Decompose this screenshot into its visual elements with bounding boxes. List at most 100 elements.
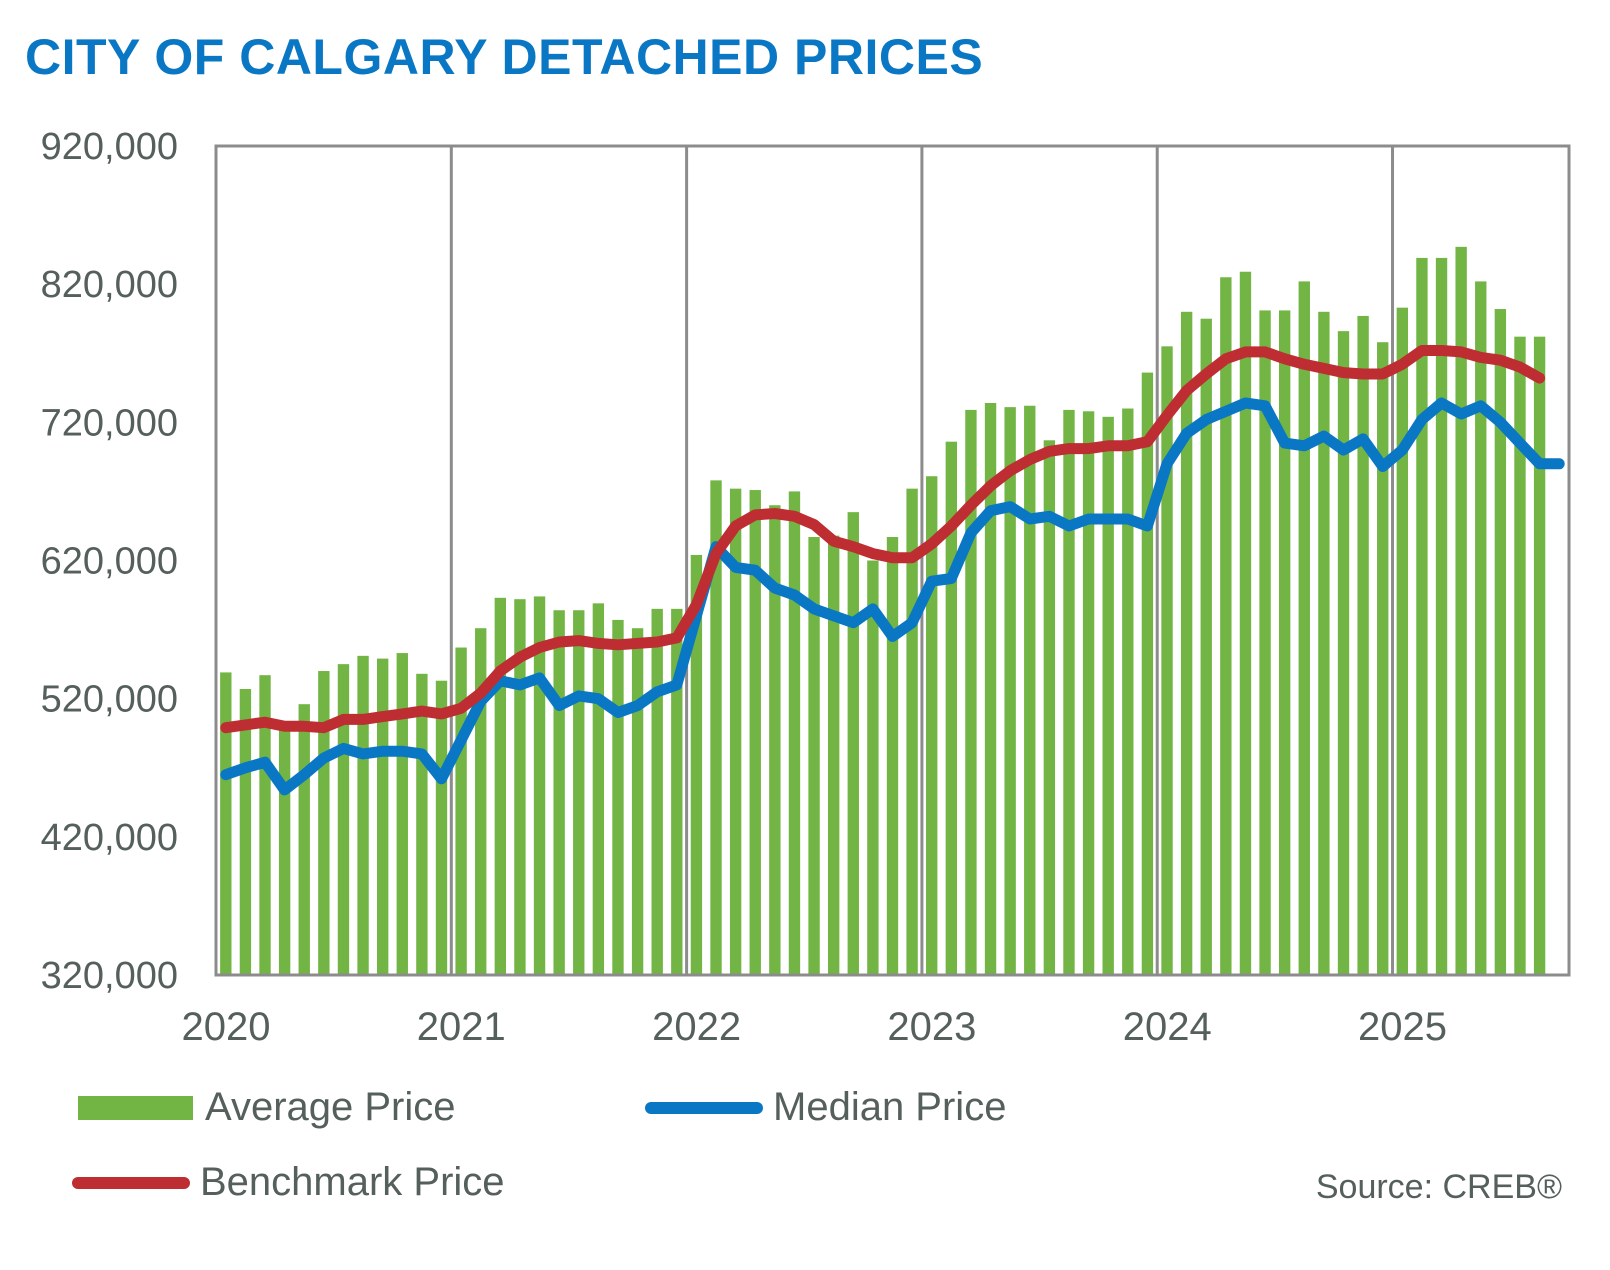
y-tick-label: 620,000 bbox=[41, 541, 178, 583]
average-price-bar bbox=[729, 488, 742, 975]
average-price-bar bbox=[573, 610, 585, 975]
average-price-bar bbox=[1416, 257, 1428, 975]
average-price-bar bbox=[749, 490, 761, 975]
x-tick-label: 2021 bbox=[417, 1005, 506, 1049]
average-price-bar bbox=[631, 628, 644, 975]
average-price-bar bbox=[1102, 416, 1114, 975]
average-price-bar bbox=[298, 704, 310, 975]
average-price-bar bbox=[1298, 281, 1310, 975]
average-price-bar bbox=[239, 689, 252, 975]
legend-benchmark-label: Benchmark Price bbox=[200, 1160, 505, 1204]
chart-title: CITY OF CALGARY DETACHED PRICES bbox=[25, 29, 984, 85]
average-price-bar bbox=[396, 653, 408, 975]
y-tick-label: 920,000 bbox=[41, 126, 178, 168]
average-price-bar bbox=[1278, 310, 1291, 975]
x-tick-label: 2023 bbox=[887, 1005, 976, 1049]
average-price-bar bbox=[376, 658, 389, 975]
x-axis-labels: 2020 2021 2022 2023 2024 2025 bbox=[182, 1005, 1448, 1049]
average-price-bar bbox=[416, 673, 428, 975]
average-price-bar bbox=[867, 560, 879, 975]
y-axis-labels: 920,000 820,000 720,000 620,000 520,000 420,0… bbox=[41, 126, 178, 997]
average-price-bar bbox=[1337, 331, 1350, 975]
average-price-bar bbox=[1357, 315, 1369, 975]
average-price-bar bbox=[494, 597, 507, 975]
source-note: Source: CREB® bbox=[1315, 1168, 1562, 1206]
average-price-bar bbox=[965, 409, 977, 975]
x-tick-label: 2025 bbox=[1358, 1005, 1447, 1049]
y-tick-label: 820,000 bbox=[41, 264, 178, 306]
average-price-bar bbox=[1043, 440, 1056, 975]
average-price-bar bbox=[769, 505, 781, 975]
average-price-bar bbox=[1161, 346, 1173, 976]
x-tick-label: 2022 bbox=[652, 1005, 741, 1049]
average-price-bar bbox=[1533, 336, 1546, 975]
average-price-bar bbox=[1082, 411, 1095, 975]
average-price-bar bbox=[1318, 311, 1330, 975]
average-price-bar bbox=[337, 664, 350, 976]
benchmark-price-line bbox=[220, 345, 1546, 734]
average-price-bar bbox=[1259, 310, 1271, 975]
average-price-bar bbox=[1514, 336, 1526, 975]
average-price-bar bbox=[592, 603, 605, 975]
average-price-bar bbox=[808, 537, 820, 975]
y-tick-label: 520,000 bbox=[41, 679, 178, 721]
average-price-bar bbox=[533, 596, 546, 975]
average-price-bar bbox=[1494, 309, 1507, 975]
average-price-bar bbox=[1180, 311, 1193, 975]
average-price-bar bbox=[1220, 277, 1232, 975]
average-price-bar bbox=[514, 599, 526, 975]
average-price-bar bbox=[651, 608, 663, 975]
average-price-bar bbox=[926, 476, 938, 975]
average-price-bar bbox=[1141, 372, 1154, 976]
average-price-bar bbox=[1200, 318, 1212, 976]
average-price-bar bbox=[435, 680, 448, 975]
average-price-bar bbox=[984, 402, 997, 975]
y-tick-label: 420,000 bbox=[41, 817, 178, 859]
average-price-bar bbox=[690, 554, 703, 975]
average-price-bar bbox=[278, 724, 291, 975]
average-price-bar bbox=[847, 512, 859, 975]
legend-average-label: Average Price bbox=[205, 1085, 456, 1129]
average-price-bar bbox=[1122, 408, 1134, 975]
average-price-bar bbox=[1396, 307, 1409, 975]
x-tick-label: 2020 bbox=[182, 1005, 271, 1049]
average-price-bar bbox=[475, 628, 487, 975]
legend-median-label: Median Price bbox=[773, 1085, 1007, 1129]
price-lines bbox=[220, 345, 1565, 796]
average-price-bar bbox=[553, 610, 565, 975]
legend-median: Median Price bbox=[645, 1085, 1006, 1130]
average-price-bars bbox=[220, 246, 1546, 976]
average-price-bar bbox=[259, 675, 271, 975]
average-price-bar bbox=[1475, 281, 1487, 975]
plot-frame bbox=[214, 144, 1571, 977]
average-price-bar bbox=[827, 535, 840, 975]
average-price-bar bbox=[1024, 405, 1036, 975]
y-tick-label: 720,000 bbox=[41, 402, 178, 444]
average-price-bar bbox=[1004, 407, 1016, 975]
x-tick-label: 2024 bbox=[1123, 1005, 1212, 1049]
average-price-bar bbox=[1435, 257, 1448, 975]
average-price-bar bbox=[886, 537, 899, 975]
average-price-bar bbox=[788, 491, 801, 975]
average-price-bar bbox=[318, 671, 330, 975]
average-price-bar bbox=[1063, 409, 1075, 975]
average-price-bar bbox=[945, 441, 958, 975]
average-price-bar bbox=[906, 488, 918, 975]
average-price-bar bbox=[357, 655, 369, 975]
legend-average: Average Price bbox=[78, 1085, 456, 1130]
median-price-line bbox=[220, 397, 1565, 796]
average-price-bar bbox=[710, 480, 722, 975]
y-tick-label: 320,000 bbox=[41, 955, 178, 997]
average-price-bar bbox=[1377, 342, 1389, 975]
year-gridlines bbox=[449, 146, 1395, 975]
average-price-bar bbox=[220, 672, 232, 975]
legend-median-swatch bbox=[645, 1101, 763, 1114]
legend-benchmark-swatch bbox=[72, 1176, 190, 1189]
average-price-bar bbox=[1455, 246, 1467, 976]
legend-benchmark: Benchmark Price bbox=[72, 1160, 505, 1205]
legend-average-swatch bbox=[78, 1095, 193, 1120]
average-price-bar bbox=[1239, 271, 1252, 976]
average-price-bar bbox=[612, 619, 624, 975]
average-price-bar bbox=[455, 647, 467, 975]
